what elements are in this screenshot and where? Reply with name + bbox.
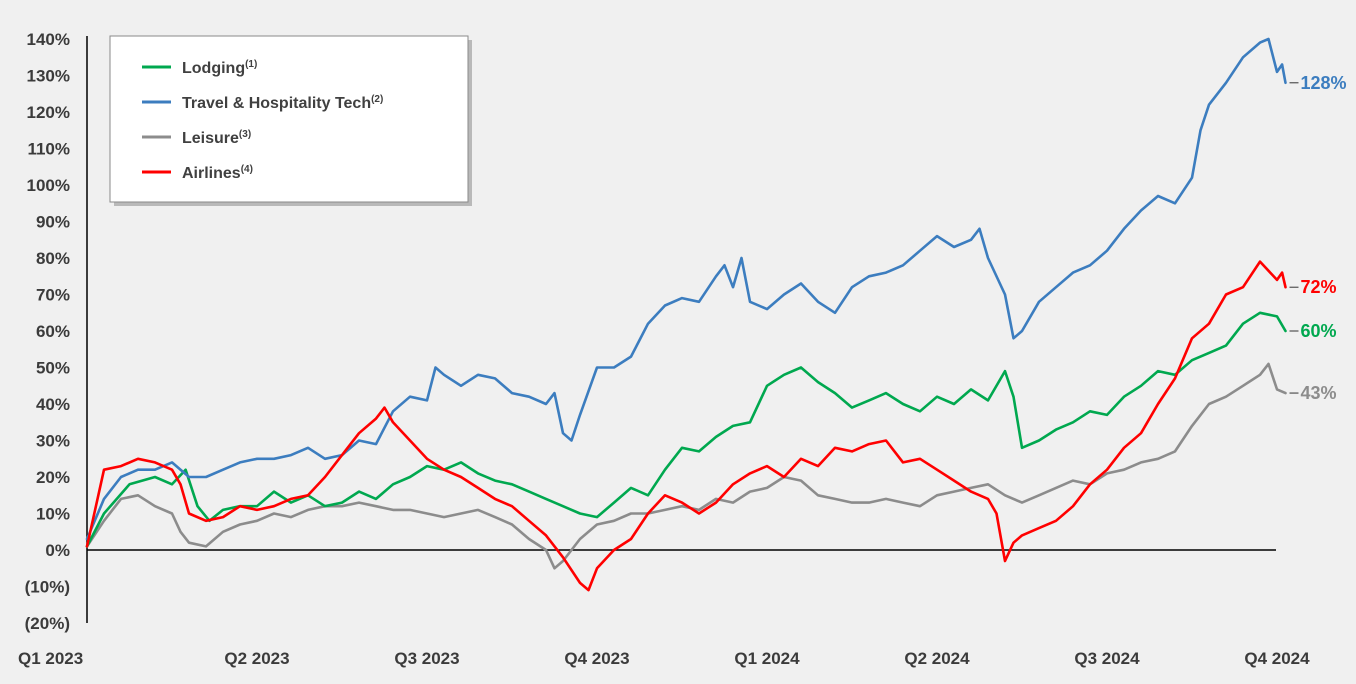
x-axis-labels: Q1 2023 Q2 2023 Q3 2023 Q4 2023 Q1 2024 Q2 20… <box>18 649 1310 668</box>
y-tick-label: 30% <box>36 432 70 451</box>
x-tick-label: Q3 2023 <box>394 649 459 668</box>
series-line-airlines <box>85 260 1287 592</box>
end-labels: 60% 128% 43% 72% <box>1289 73 1347 403</box>
legend-box <box>109 35 469 203</box>
y-tick-label: 110% <box>27 140 70 159</box>
y-tick-label: (20%) <box>25 614 70 633</box>
y-axis-labels: 140% 130% 120% 110% 100% 90% 80% 70% 60% 50% 40% 30… <box>25 30 70 633</box>
x-tick-label: Q4 2023 <box>564 649 629 668</box>
x-tick-label: Q2 2024 <box>904 649 970 668</box>
y-tick-label: (10%) <box>25 578 70 597</box>
x-tick-label: Q3 2024 <box>1074 649 1140 668</box>
legend-item-leisure: Leisure(3) <box>182 129 251 147</box>
x-tick-label: Q2 2023 <box>224 649 289 668</box>
legend-footnote-marker: (1) <box>245 59 257 70</box>
legend-label: Travel & Hospitality Tech <box>182 95 371 112</box>
x-tick-label: Q1 2023 <box>18 649 83 668</box>
series-lines <box>85 37 1287 592</box>
series-line-leisure <box>85 362 1287 570</box>
legend: Lodging(1) Travel & Hospitality Tech(2) Le… <box>109 35 472 206</box>
y-tick-label: 0% <box>45 541 70 560</box>
series-line-lodging <box>85 311 1287 548</box>
y-tick-label: 50% <box>36 359 70 378</box>
legend-label: Airlines <box>182 165 241 182</box>
legend-item-lodging: Lodging(1) <box>182 59 257 77</box>
y-tick-label: 100% <box>27 176 70 195</box>
legend-footnote-marker: (3) <box>239 129 251 140</box>
legend-item-airlines: Airlines(4) <box>182 164 253 182</box>
y-tick-label: 60% <box>36 322 70 341</box>
y-tick-label: 140% <box>27 30 70 49</box>
end-label-lodging: 60% <box>1301 321 1337 341</box>
y-tick-label: 90% <box>36 213 70 232</box>
legend-item-travel-hospitality-tech: Travel & Hospitality Tech(2) <box>182 94 383 112</box>
y-tick-label: 130% <box>27 67 70 86</box>
end-label-leisure: 43% <box>1301 383 1337 403</box>
y-tick-label: 20% <box>36 468 70 487</box>
x-tick-label: Q4 2024 <box>1244 649 1310 668</box>
legend-footnote-marker: (4) <box>241 164 253 175</box>
series-line-travel-hospitality-tech <box>85 37 1287 541</box>
y-tick-label: 80% <box>36 249 70 268</box>
legend-label: Lodging <box>182 60 245 77</box>
end-label-airlines: 72% <box>1301 277 1337 297</box>
y-tick-label: 70% <box>36 286 70 305</box>
legend-label: Leisure <box>182 130 239 147</box>
x-tick-label: Q1 2024 <box>734 649 800 668</box>
end-label-travel-hospitality-tech: 128% <box>1301 73 1347 93</box>
legend-footnote-marker: (2) <box>371 94 383 105</box>
y-tick-label: 10% <box>36 505 70 524</box>
y-tick-label: 120% <box>27 103 70 122</box>
y-tick-label: 40% <box>36 395 70 414</box>
